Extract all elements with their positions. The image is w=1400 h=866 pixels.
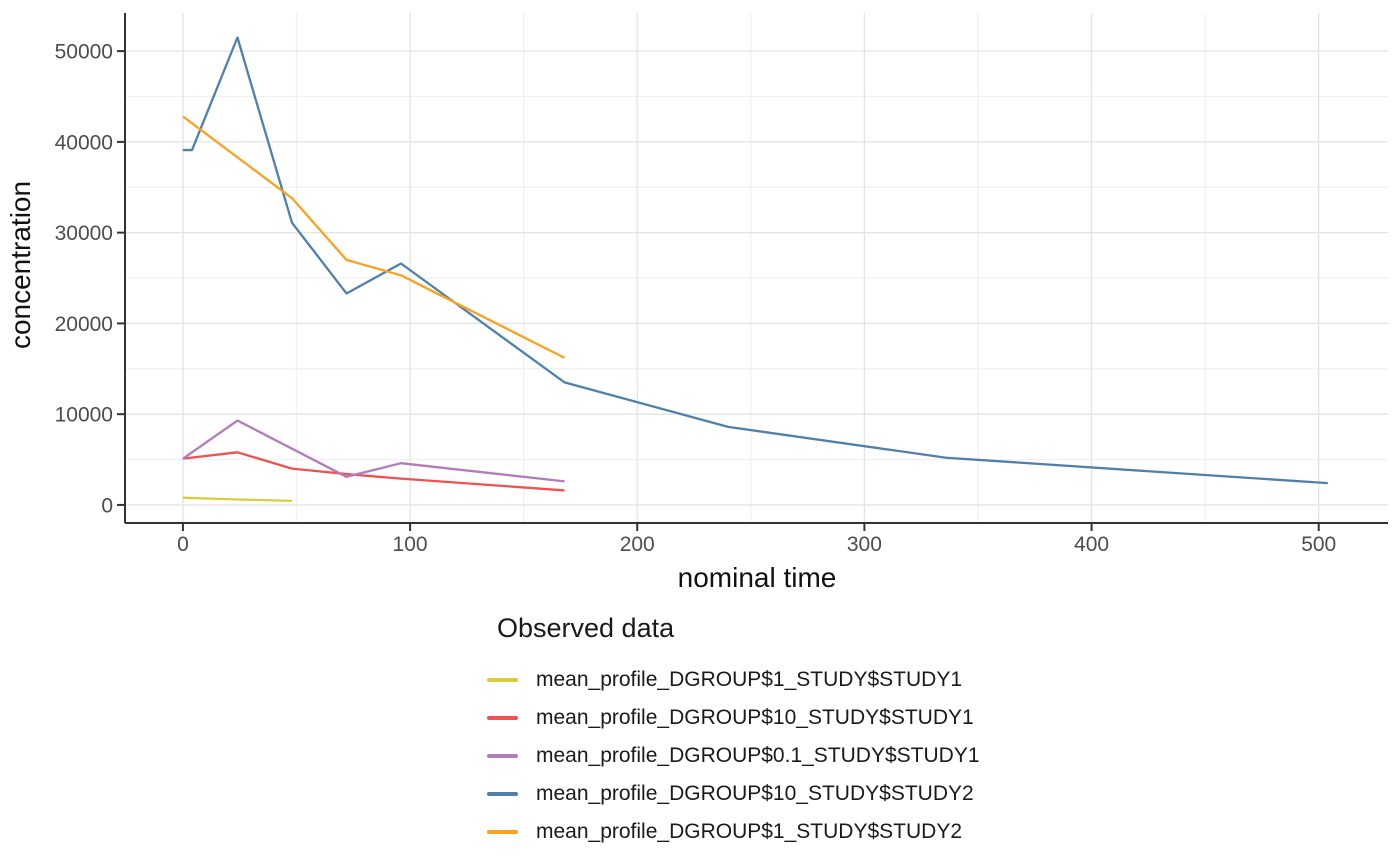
x-tick-label: 400 [1074,533,1109,556]
legend-item: mean_profile_DGROUP$0.1_STUDY$STUDY1 [487,737,980,775]
series-lines [182,36,1328,503]
y-tick-label: 0 [101,494,113,517]
legend-key-line [487,754,518,758]
x-tick-label: 200 [620,533,655,556]
y-tick-label: 10000 [55,404,113,427]
series-line-1 [182,451,565,492]
legend-item: mean_profile_DGROUP$1_STUDY$STUDY1 [487,661,980,699]
series-line-2 [182,419,565,483]
x-tick-label: 100 [393,533,428,556]
y-tick-label: 40000 [55,131,113,154]
series-line-0 [182,496,292,503]
y-tick-label: 20000 [55,313,113,336]
minor-gridlines [125,13,1388,523]
legend-key-line [487,716,518,720]
legend-title: Observed data [497,613,675,643]
tick-marks [117,50,1320,531]
x-tick-label: 500 [1301,533,1336,556]
legend-item: mean_profile_DGROUP$1_STUDY$STUDY2 [487,813,980,851]
x-tick-label: 300 [847,533,882,556]
legend-item: mean_profile_DGROUP$10_STUDY$STUDY2 [487,775,980,813]
legend: Observed data mean_profile_DGROUP$1_STUD… [487,612,980,851]
legend-items: mean_profile_DGROUP$1_STUDY$STUDY1 mean_p… [487,661,980,851]
legend-item-label: mean_profile_DGROUP$1_STUDY$STUDY2 [536,820,962,843]
y-tick-label: 50000 [55,41,113,64]
legend-item-label: mean_profile_DGROUP$10_STUDY$STUDY1 [536,706,974,729]
y-axis-title: concentration [5,181,36,349]
x-axis-title: nominal time [678,562,837,593]
x-tick-label: 0 [177,533,189,556]
legend-key-line [487,792,518,796]
series-line-3 [182,36,1328,485]
legend-key-line [487,830,518,834]
legend-key-line [487,678,518,682]
plot-area: 0 100 200 300 400 500 0 10000 20000 30000 40000 500… [5,13,1388,593]
axis-lines [124,13,1388,524]
y-tick-label: 30000 [55,222,113,245]
legend-item-label: mean_profile_DGROUP$10_STUDY$STUDY2 [536,782,974,805]
legend-item: mean_profile_DGROUP$10_STUDY$STUDY1 [487,699,980,737]
legend-item-label: mean_profile_DGROUP$1_STUDY$STUDY1 [536,668,962,691]
tick-labels: 0 100 200 300 400 500 0 10000 20000 30000 40000 500… [55,41,1337,556]
series-line-4 [182,115,566,359]
major-gridlines [125,13,1388,523]
legend-item-label: mean_profile_DGROUP$0.1_STUDY$STUDY1 [536,744,980,767]
